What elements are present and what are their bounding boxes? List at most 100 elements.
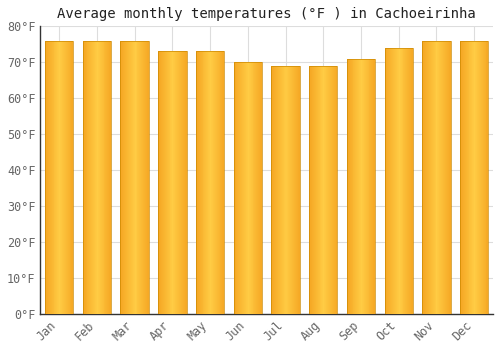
- Bar: [327, 66, 328, 314]
- Bar: [309, 66, 338, 314]
- Bar: [134, 41, 136, 314]
- Bar: [279, 66, 280, 314]
- Bar: [90, 41, 91, 314]
- Bar: [166, 51, 168, 314]
- Bar: [434, 41, 436, 314]
- Bar: [92, 41, 93, 314]
- Bar: [256, 62, 257, 314]
- Bar: [284, 66, 286, 314]
- Bar: [445, 41, 446, 314]
- Bar: [175, 51, 176, 314]
- Bar: [236, 62, 238, 314]
- Bar: [138, 41, 140, 314]
- Bar: [474, 41, 475, 314]
- Bar: [384, 48, 413, 314]
- Bar: [215, 51, 216, 314]
- Bar: [52, 41, 54, 314]
- Bar: [361, 59, 362, 314]
- Bar: [49, 41, 50, 314]
- Bar: [45, 41, 74, 314]
- Bar: [259, 62, 260, 314]
- Bar: [208, 51, 209, 314]
- Bar: [429, 41, 430, 314]
- Bar: [179, 51, 180, 314]
- Bar: [393, 48, 394, 314]
- Bar: [461, 41, 462, 314]
- Bar: [274, 66, 275, 314]
- Bar: [354, 59, 356, 314]
- Bar: [181, 51, 182, 314]
- Bar: [244, 62, 245, 314]
- Bar: [276, 66, 277, 314]
- Bar: [136, 41, 138, 314]
- Bar: [359, 59, 360, 314]
- Bar: [242, 62, 243, 314]
- Bar: [464, 41, 465, 314]
- Bar: [329, 66, 330, 314]
- Bar: [334, 66, 336, 314]
- Bar: [425, 41, 426, 314]
- Bar: [70, 41, 72, 314]
- Bar: [352, 59, 354, 314]
- Bar: [431, 41, 432, 314]
- Bar: [396, 48, 397, 314]
- Bar: [168, 51, 170, 314]
- Bar: [91, 41, 92, 314]
- Bar: [430, 41, 431, 314]
- Bar: [99, 41, 100, 314]
- Bar: [144, 41, 145, 314]
- Bar: [275, 66, 276, 314]
- Bar: [441, 41, 442, 314]
- Bar: [368, 59, 370, 314]
- Bar: [412, 48, 413, 314]
- Bar: [281, 66, 282, 314]
- Bar: [438, 41, 440, 314]
- Bar: [372, 59, 374, 314]
- Bar: [64, 41, 65, 314]
- Bar: [104, 41, 106, 314]
- Bar: [330, 66, 331, 314]
- Bar: [411, 48, 412, 314]
- Bar: [47, 41, 48, 314]
- Bar: [102, 41, 104, 314]
- Bar: [288, 66, 290, 314]
- Bar: [210, 51, 211, 314]
- Bar: [248, 62, 249, 314]
- Bar: [204, 51, 206, 314]
- Bar: [292, 66, 293, 314]
- Bar: [325, 66, 326, 314]
- Bar: [476, 41, 477, 314]
- Bar: [311, 66, 312, 314]
- Bar: [222, 51, 224, 314]
- Bar: [234, 62, 236, 314]
- Bar: [324, 66, 325, 314]
- Bar: [160, 51, 161, 314]
- Bar: [398, 48, 400, 314]
- Bar: [161, 51, 162, 314]
- Bar: [295, 66, 296, 314]
- Bar: [211, 51, 212, 314]
- Bar: [246, 62, 247, 314]
- Bar: [313, 66, 314, 314]
- Bar: [316, 66, 318, 314]
- Bar: [212, 51, 213, 314]
- Bar: [484, 41, 486, 314]
- Bar: [310, 66, 311, 314]
- Bar: [481, 41, 482, 314]
- Bar: [147, 41, 148, 314]
- Bar: [196, 51, 224, 314]
- Bar: [282, 66, 284, 314]
- Bar: [332, 66, 334, 314]
- Bar: [422, 41, 450, 314]
- Bar: [291, 66, 292, 314]
- Bar: [100, 41, 102, 314]
- Bar: [446, 41, 447, 314]
- Bar: [363, 59, 364, 314]
- Bar: [65, 41, 66, 314]
- Bar: [477, 41, 478, 314]
- Bar: [180, 51, 181, 314]
- Bar: [158, 51, 159, 314]
- Bar: [356, 59, 357, 314]
- Bar: [470, 41, 472, 314]
- Bar: [60, 41, 61, 314]
